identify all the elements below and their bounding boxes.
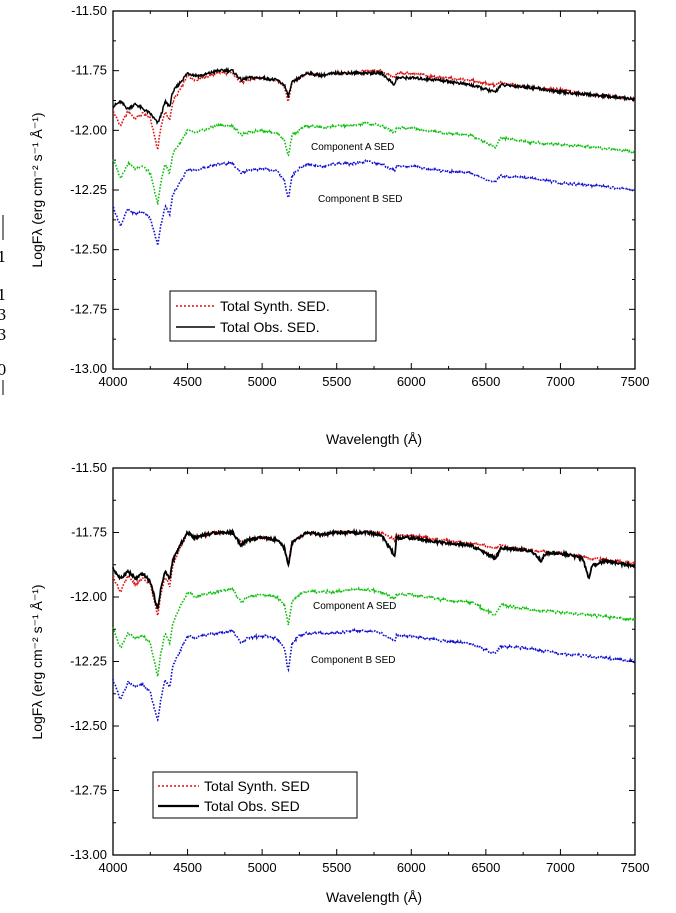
series-line: [112, 627, 636, 722]
y-tick-label: -13.00: [70, 847, 107, 862]
component-a-label: Component A SED: [313, 601, 396, 612]
x-tick-label: 7000: [546, 860, 575, 875]
x-tick-label: 7500: [621, 860, 650, 875]
y-tick-label: -12.25: [70, 654, 107, 669]
y-tick-label: -11.75: [71, 525, 107, 540]
legend-label-obs: Total Obs. SED.: [220, 319, 320, 335]
x-tick-label: 4000: [99, 374, 128, 389]
y-tick-label: -11.75: [71, 63, 107, 78]
series-line: [112, 527, 636, 610]
component-b-label: Component B SED: [311, 655, 396, 666]
x-tick-label: 4000: [99, 860, 128, 875]
y-axis: -11.50 -11.75 -12.00 -12.25 -12.50 -12.75 -13.…: [70, 460, 635, 862]
x-tick-label: 5500: [322, 374, 351, 389]
edge-char: 3: [0, 326, 7, 344]
y-tick-label: -12.00: [70, 589, 107, 604]
y-axis-title: LogFλ (erg cm⁻² s⁻¹ Å⁻¹): [29, 584, 45, 739]
series-line: [112, 66, 636, 125]
y-axis: -11.50 -11.75 -12.00 -12.25 -12.50 -12.75 -13.…: [70, 3, 635, 376]
y-tick-label: -13.00: [70, 361, 107, 376]
series-line: [112, 586, 636, 677]
y-tick-label: -12.50: [70, 718, 107, 733]
x-tick-label: 6000: [397, 860, 426, 875]
series-line: [112, 68, 636, 150]
series-group: [112, 527, 636, 722]
y-tick-label: -12.75: [70, 301, 107, 316]
edge-char: 1: [0, 286, 7, 304]
x-tick-label: 7500: [621, 374, 650, 389]
top-spectrum-chart: -11.50 -11.75 -12.00 -12.25 -12.50 -12.75 -13.…: [29, 3, 649, 447]
x-tick-label: 5000: [248, 374, 277, 389]
y-tick-label: -11.50: [71, 460, 107, 475]
series-group: [112, 66, 636, 246]
y-tick-label: -12.75: [70, 783, 107, 798]
legend-label-obs: Total Obs. SED: [204, 798, 300, 814]
y-axis-title: LogFλ (erg cm⁻² s⁻¹ Å⁻¹): [29, 112, 45, 267]
legend-box: [169, 290, 377, 342]
edge-fragment: 1 1 3 3 0: [0, 215, 7, 395]
legend: Total Synth. SED Total Obs. SED: [152, 771, 358, 819]
y-tick-label: -12.25: [70, 182, 107, 197]
x-tick-label: 5000: [248, 860, 277, 875]
legend: Total Synth. SED. Total Obs. SED.: [169, 290, 377, 342]
x-tick-label: 6500: [471, 374, 500, 389]
y-tick-label: -12.50: [70, 242, 107, 257]
x-axis-title: Wavelength (Å): [326, 431, 422, 447]
edge-char: 1: [0, 248, 7, 266]
x-axis: 4000 4500 5000 5500 6000 6500 7000 7500: [99, 468, 650, 875]
edge-char: 3: [0, 306, 7, 324]
y-tick-label: -12.00: [70, 122, 107, 137]
x-axis: 4000 4500 5000 5500 6000 6500 7000 7500: [99, 11, 650, 389]
y-tick-label: -11.50: [71, 3, 107, 18]
x-tick-label: 5500: [322, 860, 351, 875]
x-tick-label: 4500: [173, 860, 202, 875]
x-axis-title: Wavelength (Å): [326, 889, 422, 905]
component-b-label: Component B SED: [318, 194, 403, 205]
x-tick-label: 6000: [397, 374, 426, 389]
series-line: [112, 158, 636, 246]
edge-char: 0: [0, 361, 7, 379]
legend-label-synth: Total Synth. SED: [204, 778, 310, 794]
x-tick-label: 6500: [471, 860, 500, 875]
component-a-label: Component A SED: [311, 142, 394, 153]
legend-label-synth: Total Synth. SED.: [220, 298, 330, 314]
series-line: [112, 121, 636, 205]
x-tick-label: 7000: [546, 374, 575, 389]
x-tick-label: 4500: [173, 374, 202, 389]
bottom-spectrum-chart: -11.50 -11.75 -12.00 -12.25 -12.50 -12.75 -13.…: [29, 460, 649, 905]
legend-box: [152, 771, 358, 819]
